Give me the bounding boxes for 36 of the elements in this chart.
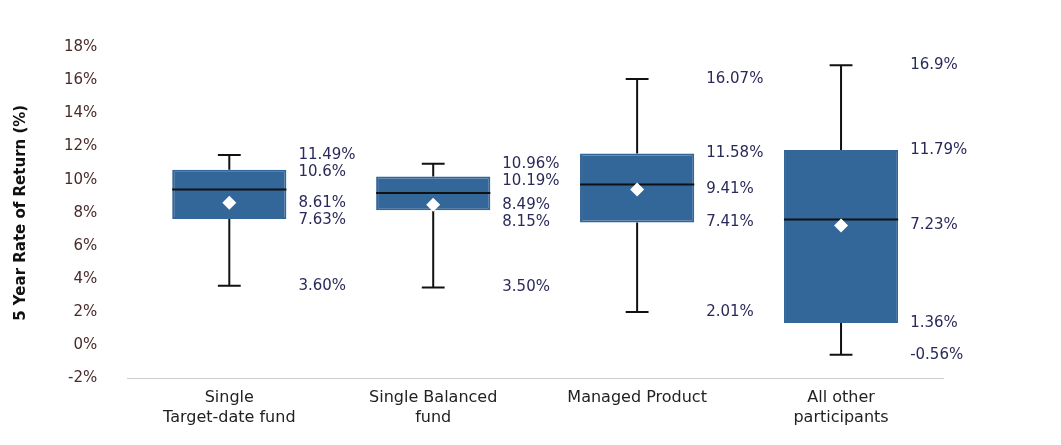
x-tick-label: Single Balanced fund (369, 387, 498, 426)
annotation: 7.23% (910, 215, 958, 234)
x-tick-label: Managed Product (567, 387, 707, 407)
y-tick-label: 18% (64, 36, 98, 55)
annotation: -0.56% (910, 344, 964, 363)
annotation: 10.96% (502, 153, 560, 172)
y-tick-label: 4% (73, 269, 98, 288)
y-tick-label: 12% (64, 136, 98, 155)
annotation: 16.9% (910, 55, 958, 74)
y-axis-title: 5 Year Rate of Return (%) (10, 104, 29, 321)
annotation: 8.61% (298, 192, 347, 211)
annotation: 10.19% (502, 170, 560, 189)
annotation: 10.6% (298, 161, 347, 180)
annotation: 2.01% (706, 302, 754, 320)
annotation: 16.07% (706, 68, 764, 87)
y-tick-label: 10% (64, 169, 98, 188)
y-tick-label: 16% (64, 70, 98, 89)
annotation: 7.41% (706, 212, 754, 231)
annotation: 11.79% (910, 139, 968, 158)
annotation: 11.58% (706, 143, 764, 162)
annotation: 8.49% (502, 194, 550, 213)
annotation: 1.36% (910, 312, 958, 331)
x-tick-label: All other participants (793, 387, 889, 426)
annotation: 7.63% (298, 209, 347, 228)
annotation: 3.50% (502, 277, 550, 296)
y-tick-label: 14% (64, 103, 98, 122)
x-tick-label: Single Target-date fund (162, 387, 296, 426)
annotation: 8.15% (502, 211, 550, 230)
y-tick-label: 6% (73, 235, 98, 254)
y-tick-label: -2% (68, 368, 98, 387)
y-tick-label: 2% (73, 302, 98, 321)
annotation: 11.49% (298, 144, 356, 163)
annotation: 3.60% (298, 275, 347, 294)
y-tick-label: 0% (73, 335, 98, 354)
y-tick-label: 8% (73, 202, 98, 221)
annotation: 9.41% (706, 179, 754, 198)
